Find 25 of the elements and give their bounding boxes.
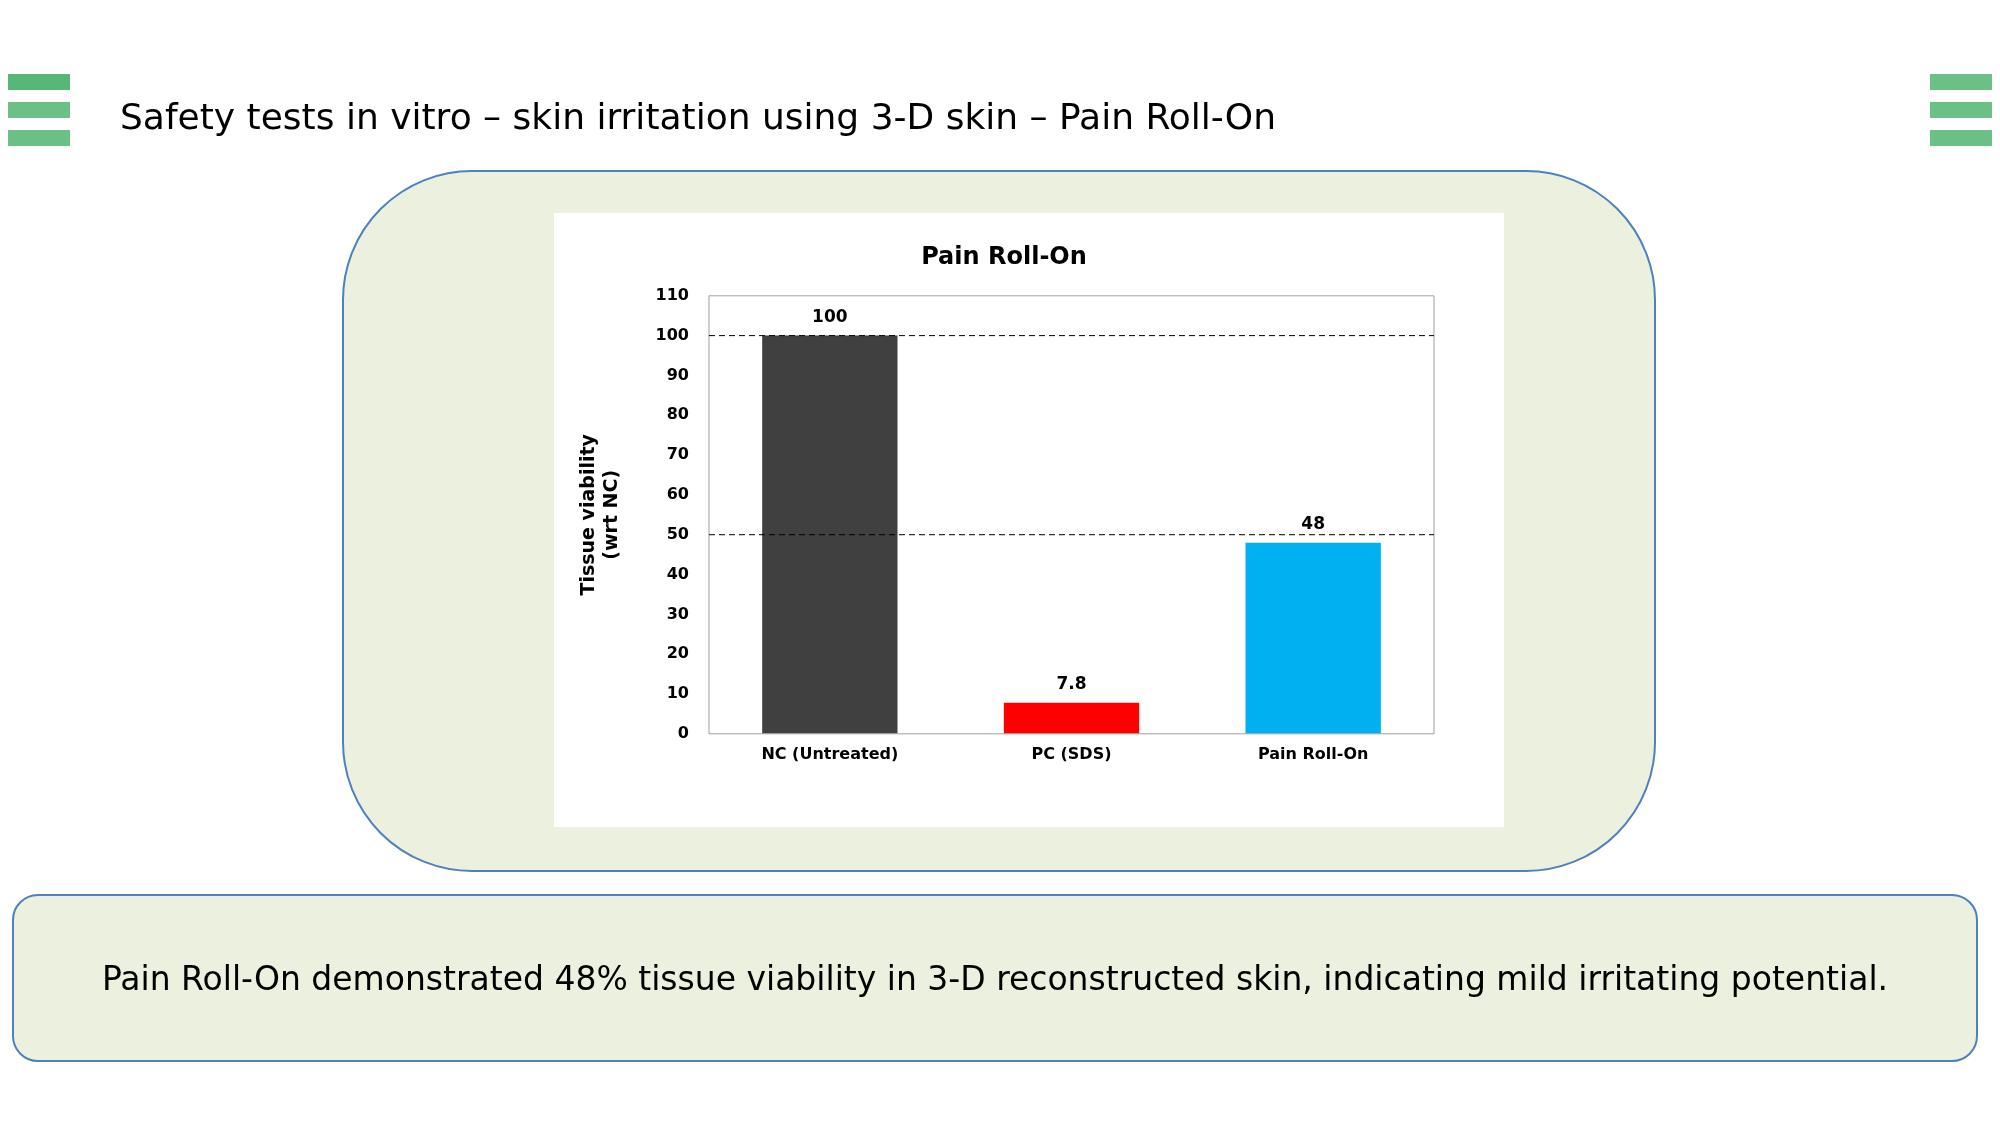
bar xyxy=(1245,542,1381,734)
y-tick-label: 110 xyxy=(655,284,689,304)
y-tick-label: 70 xyxy=(666,444,689,464)
y-tick-label: 0 xyxy=(677,722,689,742)
chart-title: Pain Roll-On xyxy=(921,241,1087,270)
y-tick-label: 30 xyxy=(666,603,689,623)
y-tick-label: 60 xyxy=(666,484,689,504)
text: Pain Roll-On demonstrated 48% tissue viability in 3-D reconstructed skin, indicating mild irritating potential. xyxy=(12,894,1978,1062)
data-label: 48 xyxy=(1301,512,1325,533)
bar xyxy=(1003,702,1140,734)
y-tick-label: 20 xyxy=(666,643,689,663)
x-tick-label: PC (SDS) xyxy=(1031,743,1112,763)
y-tick-label: 80 xyxy=(666,404,689,424)
data-label: 100 xyxy=(812,305,848,326)
data-label: 7.8 xyxy=(1056,672,1087,693)
bar xyxy=(762,335,898,734)
y-tick-label: 100 xyxy=(655,324,689,344)
x-tick-label: NC (Untreated) xyxy=(761,743,899,763)
y-axis-title: Tissue viability (wrt NC) xyxy=(576,433,622,596)
text: Safety tests in vitro – skin irritation using 3-D skin – Pain Roll-On xyxy=(120,96,1276,137)
y-tick-label: 90 xyxy=(666,364,689,384)
y-tick-label: 10 xyxy=(666,683,689,703)
y-tick-label: 40 xyxy=(666,563,689,583)
y-tick-label: 50 xyxy=(666,523,689,543)
x-tick-label: Pain Roll-On xyxy=(1257,743,1369,763)
